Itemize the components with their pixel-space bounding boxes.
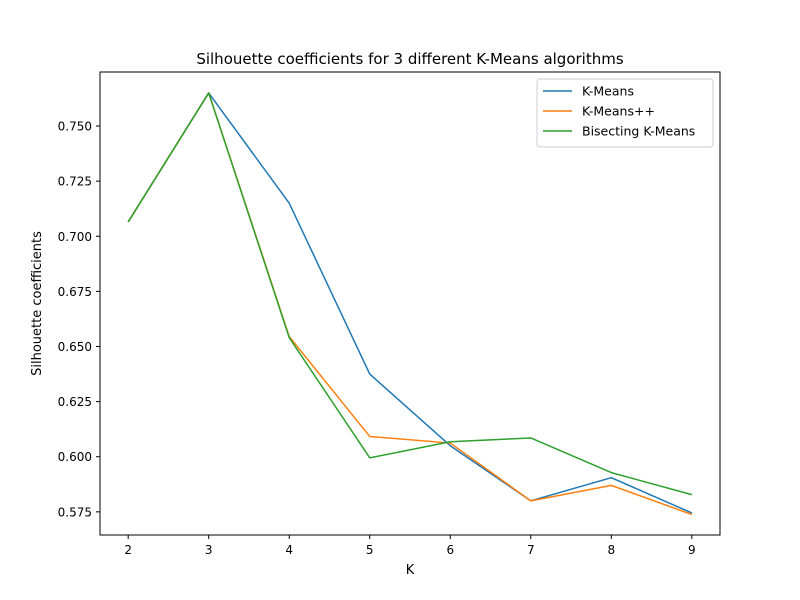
series-line-k-means	[127, 92, 693, 514]
plot-area	[99, 71, 721, 536]
legend-label: K-Means++	[582, 104, 655, 119]
y-tick-label: 0.625	[58, 395, 92, 409]
y-tick-label: 0.650	[58, 340, 92, 354]
x-tick-label: 8	[607, 543, 615, 557]
legend-frame	[536, 78, 714, 148]
x-tick-label: 9	[688, 543, 696, 557]
legend-label: Bisecting K-Means	[582, 124, 695, 139]
series-line-bisecting-k-means	[127, 92, 693, 496]
series-layer	[127, 92, 693, 516]
y-tick-label: 0.600	[58, 450, 92, 464]
y-tick-label: 0.675	[58, 285, 92, 299]
x-tick-label: 3	[205, 543, 213, 557]
x-axis: 2 3 4 5 6 7 8 9	[124, 535, 696, 557]
x-tick-label: 4	[285, 543, 293, 557]
y-tick-label: 0.700	[58, 230, 92, 244]
y-tick-label: 0.750	[58, 120, 92, 134]
legend-items: K-Means K-Means++ Bisecting K-Means	[543, 84, 695, 139]
x-tick-label: 6	[446, 543, 454, 557]
x-tick-label: 2	[124, 543, 132, 557]
legend: K-Means K-Means++ Bisecting K-Means	[536, 78, 714, 148]
x-tick-label: 5	[366, 543, 374, 557]
legend-label: K-Means	[582, 84, 634, 99]
chart-title: Silhouette coefficients for 3 different …	[196, 50, 624, 68]
y-axis-label: Silhouette coefficients	[30, 231, 45, 376]
plot-background	[100, 72, 720, 535]
y-tick-label: 0.725	[58, 175, 92, 189]
y-tick-label: 0.575	[58, 505, 92, 519]
y-axis: 0.575 0.600 0.625 0.650 0.675 0.700 0.725 0.750	[58, 120, 100, 519]
x-axis-label: K	[406, 563, 415, 578]
x-tick-label: 7	[527, 543, 535, 557]
plot-frame	[99, 71, 721, 536]
